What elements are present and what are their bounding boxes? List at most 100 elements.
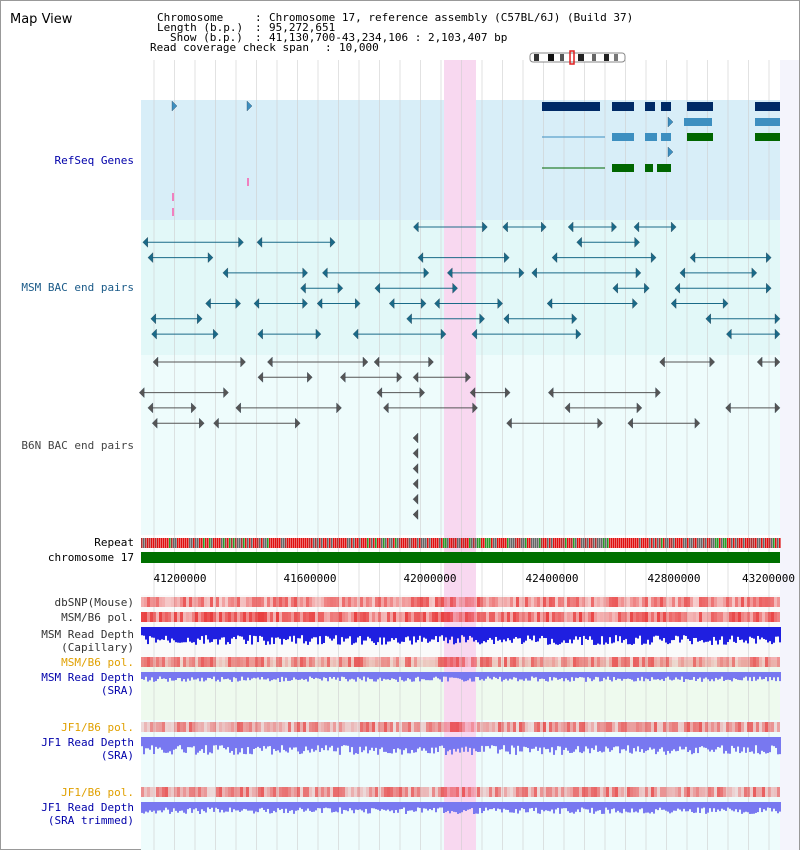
repeat-mark <box>671 538 673 548</box>
polymorphism-mark <box>159 612 162 622</box>
polymorphism-mark <box>585 657 588 667</box>
msm-depth-bar <box>695 627 697 638</box>
polymorphism-mark <box>750 722 753 732</box>
repeat-mark <box>271 538 273 548</box>
polymorphism-mark <box>189 787 192 797</box>
msm-read-depth-capillary-label-2: (Capillary) <box>61 641 134 654</box>
repeat-mark <box>733 538 735 548</box>
polymorphism-mark <box>261 657 264 667</box>
b6n-bac-end-pairs-label[interactable]: B6N BAC end pairs <box>21 439 134 452</box>
jf1-trimmed-depth-bar <box>625 802 627 812</box>
jf1-trimmed-depth-bar <box>479 802 481 808</box>
msm-depth-bar <box>705 627 707 642</box>
msm-depth-bar <box>529 627 531 639</box>
msm-depth-bar <box>227 627 229 643</box>
refseq-genes-label[interactable]: RefSeq Genes <box>55 154 134 167</box>
jf1-b6-pol-label: JF1/B6 pol. <box>61 721 134 734</box>
polymorphism-mark <box>495 597 498 607</box>
polymorphism-mark <box>516 597 519 607</box>
msm-depth-bar <box>701 627 703 641</box>
msm-depth-bar <box>569 627 571 640</box>
msm-depth-bar <box>273 627 275 644</box>
msm-depth-bar <box>645 627 647 644</box>
polymorphism-mark <box>534 657 537 667</box>
jf1-trimmed-depth-bar <box>243 802 245 809</box>
msm-bac-end-pairs-label[interactable]: MSM BAC end pairs <box>21 281 134 294</box>
jf1-depth-bar <box>589 737 591 754</box>
jf1-trimmed-depth-bar <box>755 802 757 813</box>
repeat-mark <box>589 538 591 548</box>
jf1-trimmed-depth-bar <box>599 802 601 811</box>
polymorphism-mark <box>207 612 210 622</box>
msm-sra-depth-bar <box>359 672 361 679</box>
polymorphism-mark <box>507 612 510 622</box>
jf1-depth-bar <box>433 737 435 754</box>
msm-depth-bar <box>265 627 267 645</box>
jf1-trimmed-depth-bar <box>191 802 193 813</box>
jf1-trimmed-depth-bar <box>399 802 401 810</box>
polymorphism-mark <box>252 722 255 732</box>
polymorphism-mark <box>663 722 666 732</box>
jf1-depth-bar <box>635 737 637 752</box>
polymorphism-mark <box>414 657 417 667</box>
repeat-mark <box>245 538 247 548</box>
jf1-depth-bar <box>297 737 299 752</box>
repeat-mark <box>257 538 259 548</box>
msm-sra-depth-bar <box>553 672 555 678</box>
repeat-mark <box>195 538 197 548</box>
jf1-depth-bar <box>283 737 285 750</box>
polymorphism-mark <box>687 722 690 732</box>
repeat-mark <box>719 538 721 548</box>
repeat-mark <box>707 538 709 548</box>
jf1-depth-bar <box>759 737 761 755</box>
jf1-depth-bar <box>679 737 681 747</box>
repeat-mark <box>445 538 447 548</box>
polymorphism-mark <box>483 722 486 732</box>
polymorphism-mark <box>378 722 381 732</box>
polymorphism-mark <box>192 612 195 622</box>
polymorphism-mark <box>519 722 522 732</box>
polymorphism-mark <box>441 657 444 667</box>
msm-depth-bar <box>447 627 449 644</box>
polymorphism-mark <box>195 612 198 622</box>
polymorphism-mark <box>177 597 180 607</box>
msm-sra-depth-bar <box>531 672 533 677</box>
repeat-mark <box>677 538 679 548</box>
repeat-mark <box>235 538 237 548</box>
msm-depth-bar <box>329 627 331 639</box>
msm-sra-depth-bar <box>247 672 249 678</box>
polymorphism-mark <box>333 787 336 797</box>
repeat-mark <box>145 538 147 548</box>
msm-depth-bar <box>535 627 537 642</box>
msm-sra-depth-bar <box>557 672 559 680</box>
polymorphism-mark <box>420 722 423 732</box>
msm-depth-bar <box>465 627 467 643</box>
polymorphism-mark <box>168 597 171 607</box>
repeat-mark <box>693 538 695 548</box>
repeat-mark <box>687 538 689 548</box>
repeat-mark <box>537 538 539 548</box>
polymorphism-mark <box>717 657 720 667</box>
jf1-depth-bar <box>243 737 245 754</box>
msm-sra-depth-bar <box>337 672 339 678</box>
msm-sra-depth-bar <box>153 672 155 682</box>
polymorphism-mark <box>222 597 225 607</box>
b6n-bac-pair <box>373 356 380 368</box>
polymorphism-mark <box>702 787 705 797</box>
polymorphism-mark <box>231 787 234 797</box>
msm-sra-depth-bar <box>719 672 721 679</box>
polymorphism-mark <box>765 787 768 797</box>
polymorphism-mark <box>207 597 210 607</box>
polymorphism-mark <box>420 612 423 622</box>
msm-depth-bar <box>351 627 353 645</box>
polymorphism-mark <box>519 657 522 667</box>
polymorphism-mark <box>669 787 672 797</box>
gene-block <box>661 102 671 111</box>
polymorphism-mark <box>429 722 432 732</box>
polymorphism-mark <box>165 597 168 607</box>
b6n-bac-pair <box>428 356 434 368</box>
chromosome-label: Chromosome <box>157 11 223 24</box>
repeat-mark <box>401 538 403 548</box>
